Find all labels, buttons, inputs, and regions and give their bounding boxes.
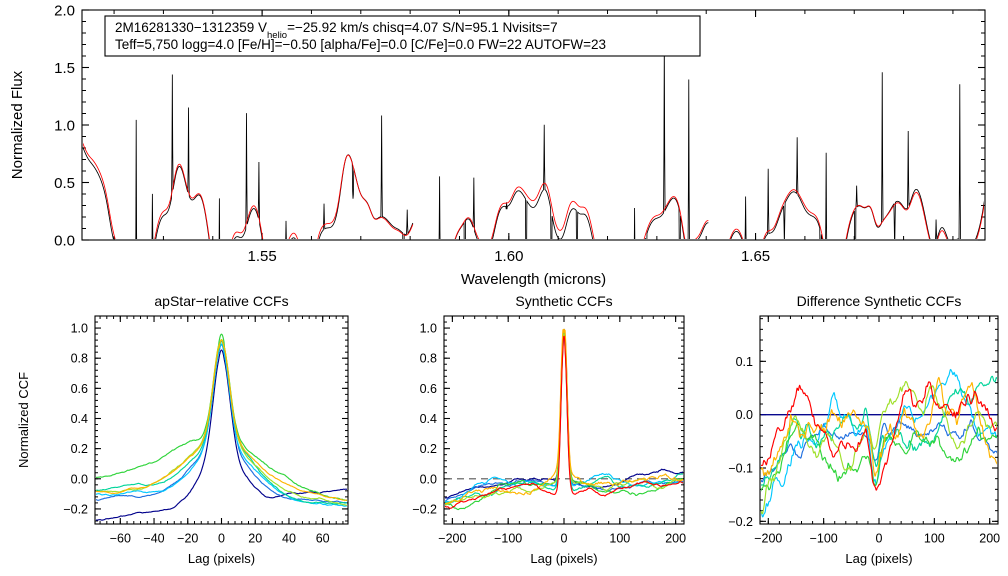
ccf-synthetic-series-5: [445, 333, 683, 506]
ccf-apstar-title: apStar−relative CCFs: [154, 293, 288, 309]
ccf-apstar-yticklabel: 0.4: [71, 412, 88, 426]
ccf-apstar-xticklabel: −60: [110, 532, 131, 546]
ccf-difference-xticklabel: −200: [754, 532, 782, 546]
ccf-apstar-yticklabel: 1.0: [71, 322, 88, 336]
spectrum-axes: 1.55 1.60 1.65 0.0 0.5 1.0 1.5 2.0: [54, 2, 986, 265]
ccf-synthetic-yticklabel: 0.8: [420, 352, 437, 366]
ccf-synthetic-series-4: [445, 332, 683, 511]
spectrum-yticklabel: 1.0: [54, 117, 75, 134]
ccf-apstar-yticklabel: 0.2: [71, 442, 88, 456]
ccf-difference-series-3: [761, 375, 997, 486]
spectrum-yticklabel: 2.0: [54, 2, 75, 19]
ccf-difference-series-5: [761, 381, 997, 515]
ccf-apstar-xaxis-title: Lag (pixels): [188, 551, 255, 566]
ccf-apstar-xticklabel: 40: [282, 532, 296, 546]
ccf-synthetic-xticklabel: 100: [609, 532, 630, 546]
ccf-difference-xticklabel: −100: [810, 532, 838, 546]
annotation-line-1: 2M16281330−1312359 Vhelio=−25.92 km/s ch…: [115, 20, 558, 41]
ccf-synthetic-yticklabel: 0.4: [420, 412, 437, 426]
ccf-difference-yticklabel: 0.1: [736, 355, 753, 369]
spectrum-data-area: [83, 40, 984, 239]
ccf-difference-xticklabel: 100: [924, 532, 945, 546]
ccf-apstar-yaxis-title: Normalized CCF: [16, 372, 31, 468]
ccf-synthetic-xaxis-title: Lag (pixels): [530, 551, 597, 566]
ccf-synthetic-yticklabel: 1.0: [420, 322, 437, 336]
ccf-difference-xaxis-title: Lag (pixels): [845, 551, 912, 566]
spectrum-xaxis-title: Wavelength (microns): [461, 271, 606, 288]
ccf-difference-yticklabel: −0.2: [728, 515, 753, 529]
ccf-apstar-data-area: [96, 333, 347, 521]
ccf-synthetic-axes: −200 −100 0 100 200 −0.2 0.0 0.2 0.4 0.6 0.8 1.0: [412, 315, 686, 546]
spectrum-xticklabel: 1.60: [494, 248, 523, 265]
ccf-difference-title: Difference Synthetic CCFs: [797, 293, 962, 309]
spectrum-yticklabel: 0.5: [54, 175, 75, 192]
ccf-difference-xticklabel: 0: [876, 532, 883, 546]
ccf-apstar-yticklabel: 0.8: [71, 352, 88, 366]
ccf-apstar-yticklabel: −0.2: [63, 502, 88, 516]
ccf-synthetic-title: Synthetic CCFs: [515, 293, 612, 309]
ccf-synthetic-series-6: [445, 328, 683, 505]
ccf-apstar-series-3: [96, 340, 347, 505]
ccf-synthetic-xticklabel: −100: [494, 532, 522, 546]
spectrum-yaxis-title: Normalized Flux: [9, 70, 26, 179]
ccf-difference-xticklabel: 200: [979, 532, 1000, 546]
ccf-apstar-yticklabel: 0.6: [71, 382, 88, 396]
annotation-box-frame: [104, 15, 701, 57]
annotation-line-2: Teff=5,750 logg=4.0 [Fe/H]=−0.50 [alpha/…: [115, 37, 606, 52]
ccf-synthetic-yticklabel: 0.6: [420, 382, 437, 396]
ccf-difference-yticklabel: 0.0: [736, 408, 753, 422]
ccf-difference-data-area: [761, 368, 997, 518]
ccf-synthetic-xticklabel: 200: [665, 532, 686, 546]
ccf-apstar-series-1: [96, 344, 347, 504]
spectrum-yticklabel: 1.5: [54, 60, 75, 77]
ccf-difference-axes: −200 −100 0 100 200 −0.2 −0.1 0.0 0.1: [728, 315, 1000, 546]
ccf-difference-series-1: [761, 419, 997, 483]
ccf-difference-yticklabel: −0.1: [728, 462, 753, 476]
ccf-apstar-xticklabel: 60: [316, 532, 330, 546]
spectrum-series-synthetic: [83, 142, 984, 239]
ccf-synthetic-xticklabel: 0: [561, 532, 568, 546]
ccf-apstar-series-0: [96, 349, 347, 521]
ccf-apstar-xticklabel: −40: [143, 532, 164, 546]
ccf-difference-series-7: [761, 381, 997, 491]
ccf-apstar-series-6: [96, 339, 347, 501]
ccf-apstar-xticklabel: −20: [177, 532, 198, 546]
spectrum-xticklabel: 1.55: [248, 248, 277, 265]
spectrum-xticklabel: 1.65: [741, 248, 770, 265]
spectrum-annotation-box: 2M16281330−1312359 Vhelio=−25.92 km/s ch…: [104, 15, 701, 57]
ccf-synthetic-series-7: [445, 335, 683, 509]
ccf-apstar-xticklabel: 0: [218, 532, 225, 546]
ccf-synthetic-data-area: [445, 328, 683, 511]
ccf-synthetic-yticklabel: 0.0: [420, 472, 437, 486]
ccf-synthetic-yticklabel: −0.2: [412, 502, 437, 516]
spectrum-yticklabel: 0.0: [54, 232, 75, 249]
ccf-apstar-series-4: [96, 333, 347, 502]
ccf-synthetic-xticklabel: −200: [438, 532, 466, 546]
ccf-apstar-yticklabel: 0.0: [71, 472, 88, 486]
ccf-apstar-xticklabel: 20: [248, 532, 262, 546]
ccf-synthetic-yticklabel: 0.2: [420, 442, 437, 456]
ccf-difference-series-6: [761, 376, 997, 477]
